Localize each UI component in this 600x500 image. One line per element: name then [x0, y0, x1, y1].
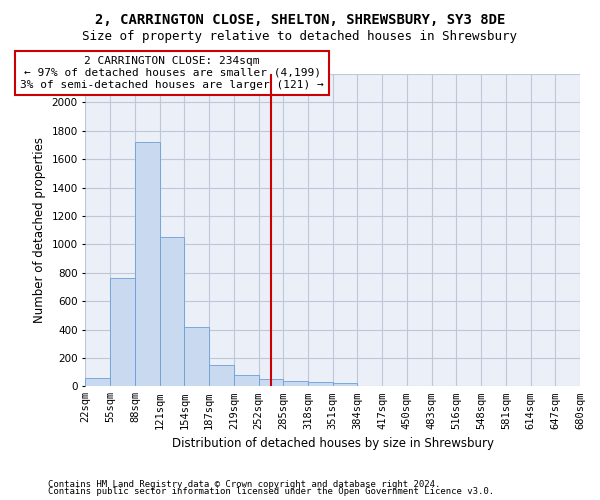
- Bar: [259, 379, 283, 386]
- Bar: [184, 328, 209, 386]
- Text: 2 CARRINGTON CLOSE: 234sqm
← 97% of detached houses are smaller (4,199)
3% of se: 2 CARRINGTON CLOSE: 234sqm ← 97% of deta…: [20, 56, 324, 90]
- Bar: [160, 236, 184, 386]
- Bar: [85, 378, 110, 386]
- Bar: [308, 382, 333, 386]
- Text: Contains public sector information licensed under the Open Government Licence v3: Contains public sector information licen…: [48, 487, 494, 496]
- Bar: [234, 375, 259, 386]
- Bar: [135, 142, 160, 386]
- Bar: [283, 380, 308, 386]
- X-axis label: Distribution of detached houses by size in Shrewsbury: Distribution of detached houses by size …: [172, 437, 494, 450]
- Text: Size of property relative to detached houses in Shrewsbury: Size of property relative to detached ho…: [83, 30, 517, 43]
- Bar: [110, 278, 135, 386]
- Bar: [333, 384, 358, 386]
- Text: 2, CARRINGTON CLOSE, SHELTON, SHREWSBURY, SY3 8DE: 2, CARRINGTON CLOSE, SHELTON, SHREWSBURY…: [95, 12, 505, 26]
- Bar: [209, 365, 234, 386]
- Text: Contains HM Land Registry data © Crown copyright and database right 2024.: Contains HM Land Registry data © Crown c…: [48, 480, 440, 489]
- Y-axis label: Number of detached properties: Number of detached properties: [33, 137, 46, 323]
